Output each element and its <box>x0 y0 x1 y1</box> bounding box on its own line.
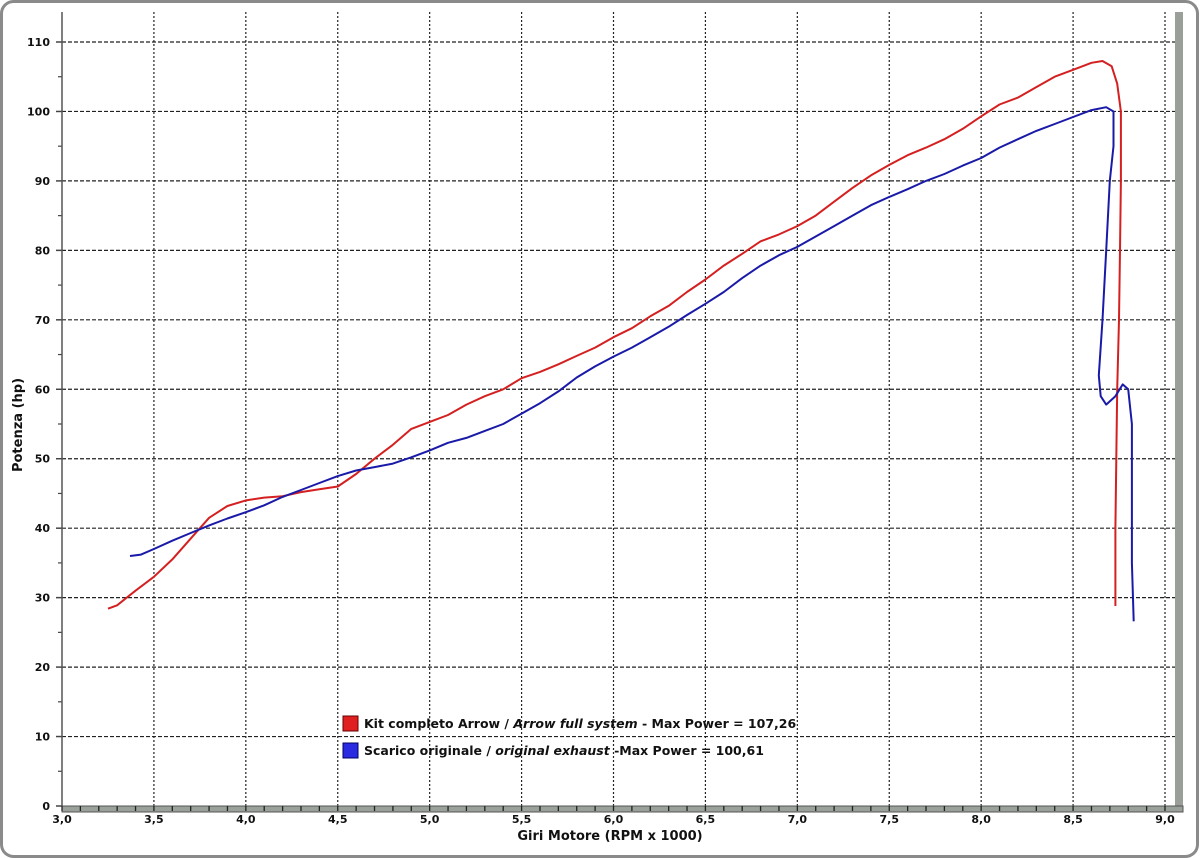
x-tick-label: 7,0 <box>788 813 808 826</box>
y-tick-label: 80 <box>35 244 51 257</box>
x-tick-label: 5,0 <box>420 813 440 826</box>
legend: Kit completo Arrow / Arrow full system -… <box>342 715 796 759</box>
y-tick-label: 10 <box>35 731 51 744</box>
x-tick-label: 8,0 <box>971 813 991 826</box>
legend-label-plain: Scarico originale / <box>364 743 495 758</box>
x-tick-label: 6,0 <box>604 813 624 826</box>
x-tick-label: 6,5 <box>696 813 716 826</box>
y-tick-label: 20 <box>35 661 51 674</box>
x-tick-label: 3,0 <box>52 813 72 826</box>
x-tick-label: 5,5 <box>512 813 532 826</box>
x-tick-label: 9,0 <box>1155 813 1175 826</box>
axes: 3,0 3,5 4,0 4,5 5,0 5,5 6,0 6,5 7,0 7,5 8,0 8,5 9,0 0… <box>27 12 1184 826</box>
legend-swatch-blue <box>342 742 359 759</box>
legend-item-original: Scarico originale / original exhaust -Ma… <box>342 742 764 759</box>
y-tick-label: 90 <box>35 175 51 188</box>
y-tick-label: 100 <box>27 105 50 118</box>
y-tick-label: 110 <box>27 36 50 49</box>
y-tick-label: 0 <box>42 800 50 813</box>
legend-swatch-red <box>342 715 359 732</box>
legend-item-arrow: Kit completo Arrow / Arrow full system -… <box>342 715 796 732</box>
y-tick-label: 60 <box>35 383 51 396</box>
legend-label-italic: Arrow full system <box>512 716 637 731</box>
legend-label-plain: Kit completo Arrow / <box>364 716 513 731</box>
y-tick-label: 50 <box>35 453 51 466</box>
svg-text:Kit completo Arrow / Arrow ful: Kit completo Arrow / Arrow full system -… <box>364 716 796 731</box>
x-tick-label: 7,5 <box>880 813 900 826</box>
legend-label-italic: original exhaust <box>495 743 610 758</box>
x-tick-label: 3,5 <box>144 813 164 826</box>
x-axis-title: Giri Motore (RPM x 1000) <box>517 829 702 844</box>
y-tick-label: 40 <box>35 522 51 535</box>
y-tick-label: 70 <box>35 314 51 327</box>
svg-text:Scarico originale / original e: Scarico originale / original exhaust -Ma… <box>364 743 764 758</box>
x-tick-label: 8,5 <box>1063 813 1083 826</box>
y-tick-label: 30 <box>35 592 51 605</box>
series-lines <box>107 60 1135 622</box>
series-line-arrow-full-system <box>107 60 1122 610</box>
x-tick-label: 4,5 <box>328 813 348 826</box>
right-border <box>1175 12 1183 810</box>
legend-label-max: -Max Power = 100,61 <box>610 743 764 758</box>
x-tick-label: 4,0 <box>236 813 256 826</box>
y-axis-title: Potenza (hp) <box>11 378 26 472</box>
series-line-original-exhaust <box>129 106 1135 622</box>
legend-label-max: - Max Power = 107,26 <box>638 716 797 731</box>
x-axis-bar <box>61 805 1184 813</box>
